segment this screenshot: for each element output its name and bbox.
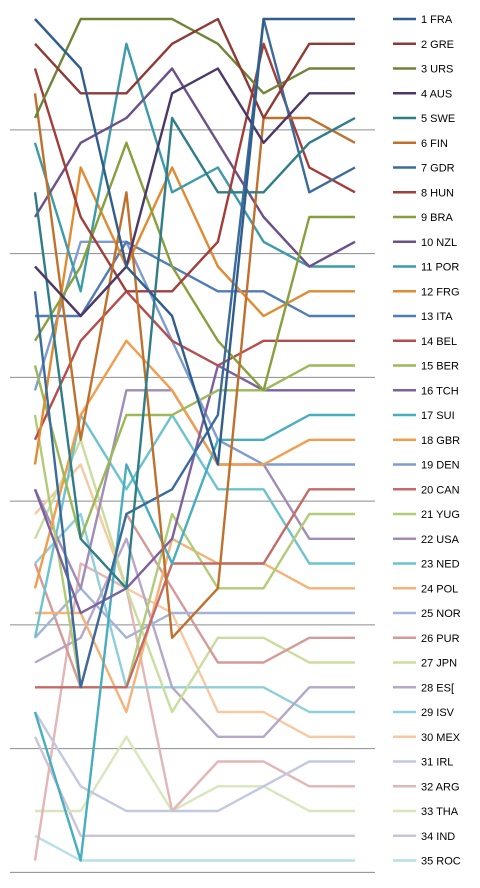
legend-label: 2 GRE: [421, 39, 454, 51]
legend-item: 2 GRE: [393, 39, 454, 51]
legend-item: 15 BER: [393, 361, 459, 373]
legend-label: 10 NZL: [421, 237, 457, 249]
series-line-27: [33, 438, 355, 714]
legend-label: 23 NED: [421, 559, 460, 571]
series-line-5: [33, 116, 356, 590]
legend-item: 4 AUS: [393, 88, 452, 100]
legend-label: 12 FRG: [421, 286, 460, 298]
legend-label: 25 NOR: [421, 608, 461, 620]
legend-label: 11 POR: [421, 262, 459, 274]
legend-item: 12 FRG: [393, 286, 460, 298]
legend-item: 14 BEL: [393, 336, 457, 348]
legend-label: 24 POL: [421, 583, 458, 595]
legend-label: 6 FIN: [421, 138, 448, 150]
legend-label: 28 ES[: [421, 682, 454, 694]
legend-label: 14 BEL: [421, 336, 457, 348]
legend-label: 15 BER: [421, 361, 459, 373]
series-line-35: [34, 834, 355, 862]
legend-label: 20 CAN: [421, 484, 460, 496]
legend-label: 17 SUI: [421, 410, 455, 422]
legend-label: 4 AUS: [421, 88, 452, 100]
legend-item: 21 YUG: [393, 509, 460, 521]
series-line-33: [35, 735, 355, 813]
legend-item: 16 TCH: [393, 385, 459, 397]
series-line-6: [33, 93, 356, 639]
series-line-7: [33, 17, 356, 689]
legend-item: 33 THA: [393, 806, 459, 818]
legend-item: 8 HUN: [393, 187, 454, 199]
legend-label: 8 HUN: [421, 187, 454, 199]
legend-item: 26 PUR: [393, 633, 460, 645]
series-line-17: [33, 413, 355, 862]
legend-item: 28 ES[: [393, 682, 454, 694]
legend-label: 21 YUG: [421, 509, 460, 521]
legend: 1 FRA 2 GRE 3 URS 4 AUS 5 SWE 6 FIN 7 GDR 8 HUN…: [393, 14, 461, 868]
legend-item: 11 POR: [393, 262, 459, 274]
legend-label: 22 USA: [421, 534, 460, 546]
legend-label: 18 GBR: [421, 435, 460, 447]
legend-item: 23 NED: [393, 559, 460, 571]
legend-label: 34 IND: [421, 831, 455, 843]
series-line-2: [34, 17, 355, 120]
series-line-9: [33, 141, 355, 392]
legend-item: 13 ITA: [393, 311, 453, 323]
legend-label: 19 DEN: [421, 460, 460, 472]
legend-label: 31 IRL: [421, 757, 453, 769]
legend-item: 25 NOR: [393, 608, 461, 620]
legend-item: 32 ARG: [393, 781, 460, 793]
legend-label: 3 URS: [421, 64, 453, 76]
series-line-8: [33, 42, 356, 293]
legend-item: 22 USA: [393, 534, 460, 546]
legend-item: 9 BRA: [393, 212, 453, 224]
series-line-12: [33, 166, 355, 465]
series-line-4: [34, 67, 355, 318]
legend-item: 7 GDR: [393, 163, 455, 175]
legend-item: 24 POL: [393, 583, 458, 595]
legend-label: 35 ROC: [421, 856, 461, 868]
legend-label: 9 BRA: [421, 212, 453, 224]
series-line-34: [33, 736, 355, 837]
legend-label: 1 FRA: [421, 14, 453, 26]
legend-label: 32 ARG: [421, 781, 460, 793]
series-line-15: [33, 364, 355, 540]
legend-item: 10 NZL: [393, 237, 457, 249]
legend-item: 20 CAN: [393, 484, 460, 496]
series-line-10: [33, 67, 356, 268]
legend-item: 34 IND: [393, 831, 455, 843]
legend-item: 5 SWE: [393, 113, 455, 125]
legend-item: 3 URS: [393, 64, 453, 76]
series-line-13: [35, 240, 355, 318]
legend-item: 19 DEN: [393, 460, 460, 472]
legend-item: 29 ISV: [393, 707, 455, 719]
legend-label: 26 PUR: [421, 633, 460, 645]
legend-label: 30 MEX: [421, 732, 461, 744]
legend-label: 13 ITA: [421, 311, 453, 323]
series-line-31: [33, 711, 355, 813]
legend-label: 16 TCH: [421, 385, 459, 397]
legend-label: 27 JPN: [421, 658, 457, 670]
series-line-14: [33, 290, 355, 441]
series-line-11: [33, 42, 355, 293]
series-line-28: [34, 537, 355, 738]
series-line-20: [35, 488, 355, 689]
series-line-1: [34, 17, 355, 466]
legend-item: 17 SUI: [393, 410, 455, 422]
legend-item: 6 FIN: [393, 138, 448, 150]
series-lines: [33, 17, 356, 862]
legend-item: 1 FRA: [393, 14, 453, 26]
legend-label: 5 SWE: [421, 113, 455, 125]
legend-label: 33 THA: [421, 806, 459, 818]
series-line-30: [34, 463, 355, 738]
legend-item: 31 IRL: [393, 757, 453, 769]
series-line-29: [34, 512, 355, 714]
legend-label: 7 GDR: [421, 163, 455, 175]
legend-item: 35 ROC: [393, 856, 461, 868]
legend-item: 18 GBR: [393, 435, 460, 447]
series-line-3: [33, 17, 355, 119]
series-line-32: [33, 562, 355, 861]
legend-label: 29 ISV: [421, 707, 455, 719]
legend-item: 30 MEX: [393, 732, 461, 744]
legend-item: 27 JPN: [393, 658, 457, 670]
